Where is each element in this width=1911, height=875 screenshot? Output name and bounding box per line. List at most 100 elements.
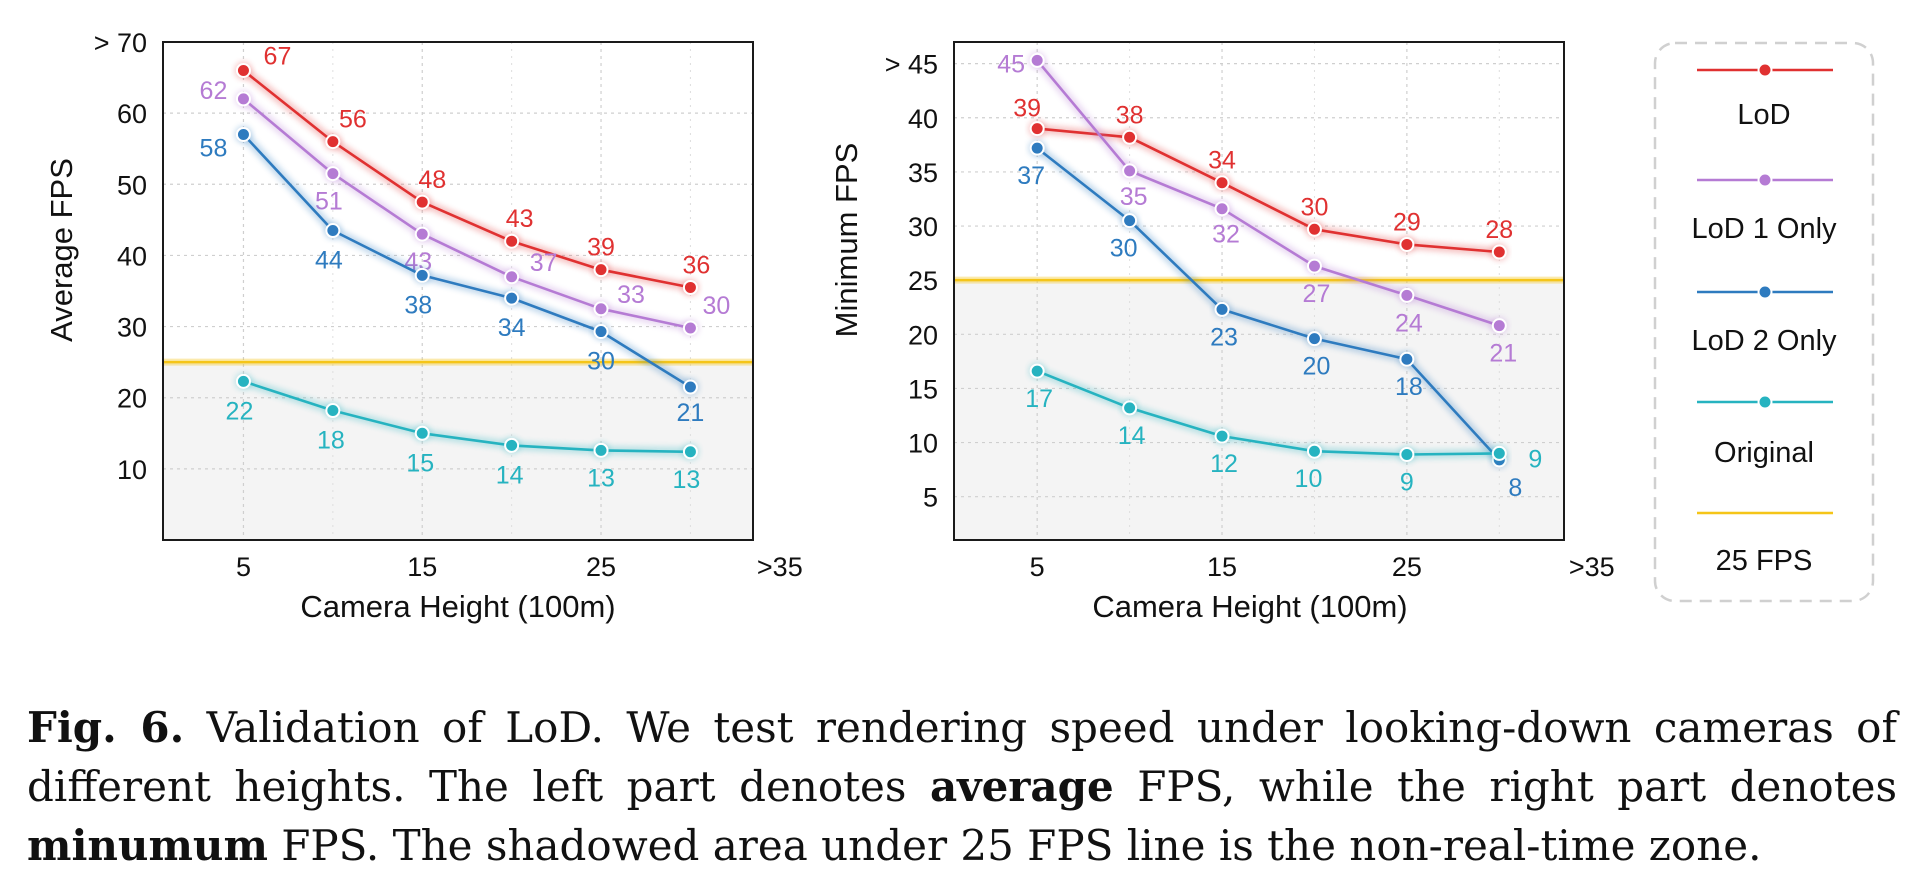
avg-lod2-data-label: 44 (315, 247, 343, 275)
min-ytick-label: 5 (923, 483, 938, 513)
min-lod1-point (1029, 52, 1045, 68)
avg-x-axis-label: Camera Height (100m) (300, 589, 615, 624)
avg-lod2-data-label: 58 (200, 134, 228, 162)
min-lod-data-label: 34 (1208, 147, 1236, 175)
min-ytick-label: 30 (908, 212, 938, 242)
min-xtick-label: 5 (1030, 552, 1045, 582)
min-lod2-data-label: 8 (1508, 474, 1522, 502)
avg-ytick-label: 40 (117, 241, 147, 271)
min-lod2-point (1399, 351, 1415, 367)
caption-text-1: Validation of LoD. We test rendering spe… (27, 703, 1897, 811)
min-y-ticks: 5 10 15 20 25 30 35 40 > 45 (885, 50, 938, 513)
min-xtick-label: 25 (1392, 552, 1422, 582)
avg-original-line (243, 380, 691, 454)
min-ytick-label: 25 (908, 266, 938, 296)
legend-item-lod1 (1697, 172, 1833, 188)
min-lod-point (1214, 175, 1230, 191)
legend-item-original (1697, 394, 1833, 410)
avg-original-point (593, 442, 609, 458)
min-lod2-point (1029, 140, 1045, 156)
avg-lod1-point (325, 166, 341, 182)
avg-lod2-point (593, 324, 609, 340)
avg-ytick-label: 20 (117, 384, 147, 414)
min-original-point (1306, 443, 1322, 459)
min-lod-data-label: 30 (1301, 193, 1329, 221)
avg-original-point (504, 437, 520, 453)
avg-original-data-label: 13 (673, 466, 701, 494)
avg-series-lod2: 58 44 38 34 30 21 (200, 125, 705, 427)
avg-original-point (414, 425, 430, 441)
avg-lod2-point (235, 126, 251, 142)
avg-lod-line (242, 69, 691, 289)
avg-original-data-label: 15 (406, 449, 434, 477)
avg-y-ticks: 10 20 30 40 50 60 > 70 (94, 28, 147, 485)
legend-label-original: Original (1714, 437, 1814, 469)
min-original-line (1036, 369, 1500, 456)
min-series-lod: 39 38 34 30 29 28 (1013, 95, 1513, 262)
legend-glyph-marker (1757, 62, 1773, 78)
avg-lod-point (414, 194, 430, 210)
min-original-point (1029, 363, 1045, 379)
avg-ytick-label: 50 (117, 170, 147, 200)
min-series-lod1: 45 35 32 27 24 21 (997, 50, 1517, 367)
avg-original-data-label: 14 (496, 461, 524, 489)
min-lod2-point (1122, 213, 1138, 229)
min-original-point (1122, 400, 1138, 416)
min-ytick-label: 20 (908, 320, 938, 350)
min-lod1-line (1036, 59, 1500, 327)
avg-lod2-data-label: 21 (677, 399, 705, 427)
min-ytick-label: > 45 (885, 50, 938, 80)
avg-lod1-point (682, 320, 698, 336)
avg-lod2-point (325, 223, 341, 239)
min-x-axis-label: Camera Height (100m) (1092, 589, 1407, 624)
min-original-data-label: 10 (1295, 465, 1323, 493)
avg-lod1-point (414, 226, 430, 242)
avg-lod-data-label: 43 (506, 205, 534, 233)
min-lod1-point (1491, 318, 1507, 334)
avg-lod1-point (235, 91, 251, 107)
avg-xtick-label: 15 (407, 552, 437, 582)
min-ytick-label: 35 (908, 158, 938, 188)
avg-lod2-point (414, 267, 430, 283)
avg-xtick-label: 5 (236, 552, 251, 582)
avg-lod-data-label: 36 (683, 251, 711, 279)
min-lod2-data-label: 18 (1395, 373, 1423, 401)
caption-text-2: FPS, while the right part denotes (1113, 762, 1898, 811)
avg-lod1-point (504, 269, 520, 285)
legend-box (1653, 41, 1875, 603)
avg-x-ticks: 5 15 25 >35 (236, 552, 803, 582)
avg-lod-data-label: 48 (418, 166, 446, 194)
min-lod2-data-label: 23 (1210, 323, 1238, 351)
min-lod-data-label: 39 (1013, 95, 1041, 123)
min-lod2-point (1214, 301, 1230, 317)
min-lod-point (1029, 121, 1045, 137)
avg-lod1-data-label: 33 (617, 281, 645, 309)
min-lod1-point (1399, 287, 1415, 303)
min-ytick-label: 15 (908, 374, 938, 404)
legend-label-threshold: 25 FPS (1716, 545, 1813, 577)
avg-lod-point (682, 279, 698, 295)
avg-xtick-label: >35 (757, 552, 803, 582)
min-lod-data-label: 38 (1116, 101, 1144, 129)
avg-lod2-point (682, 379, 698, 395)
figure-caption: Fig. 6. Validation of LoD. We test rende… (27, 698, 1897, 875)
caption-text-3: FPS. The shadowed area under 25 FPS line… (267, 821, 1762, 870)
avg-plot-frame (162, 41, 754, 541)
min-lod-line (1037, 127, 1500, 254)
avg-original-data-label: 22 (226, 397, 254, 425)
min-lod1-data-label: 27 (1303, 280, 1331, 308)
min-ytick-label: 10 (908, 429, 938, 459)
legend-glyph-marker (1757, 394, 1773, 410)
min-plot-frame (953, 41, 1565, 541)
min-lod1-point (1214, 201, 1230, 217)
avg-lod1-data-label: 62 (200, 77, 228, 105)
min-lod1-data-label: 32 (1212, 221, 1240, 249)
avg-lod-data-label: 39 (587, 234, 615, 262)
avg-lod-point (325, 134, 341, 150)
avg-lod-data-label: 67 (264, 42, 292, 70)
min-lod1-data-label: 24 (1395, 309, 1423, 337)
